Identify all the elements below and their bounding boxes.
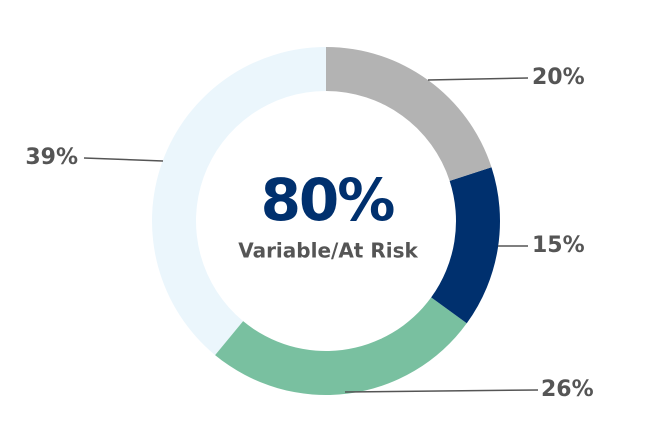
donut-segment	[431, 167, 501, 324]
value-label: 20%	[532, 65, 585, 90]
center-value: 80%	[261, 166, 395, 234]
donut-segment	[215, 297, 467, 395]
leader-line	[427, 77, 529, 81]
value-label: 39%	[25, 145, 78, 170]
leader-line	[83, 157, 164, 162]
value-label: 15%	[532, 233, 585, 258]
donut-segment	[152, 47, 326, 356]
value-label: 26%	[541, 377, 594, 402]
donut-segment	[326, 47, 492, 181]
center-label: Variable/At Risk	[238, 239, 418, 263]
leader-line	[344, 389, 539, 393]
